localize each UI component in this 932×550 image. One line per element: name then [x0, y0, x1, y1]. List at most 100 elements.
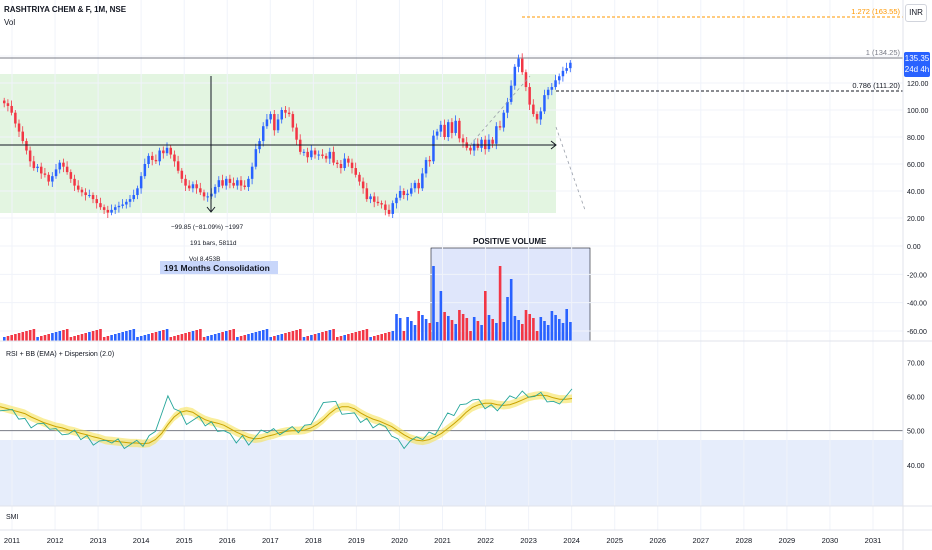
volume-bar	[40, 336, 43, 341]
candle-body	[269, 114, 272, 120]
candle-body	[243, 185, 246, 187]
candle-body	[476, 143, 480, 148]
candle-body	[487, 139, 491, 150]
volume-bar	[487, 315, 491, 341]
candle-body	[188, 185, 191, 189]
volume-bar	[287, 332, 291, 341]
fib-level-label: 0.786 (111.20)	[852, 81, 900, 90]
volume-bar	[176, 335, 180, 341]
volume-bar	[543, 321, 546, 341]
symbol-title[interactable]: RASHTRIYA CHEM & F, 1M, NSE	[4, 5, 127, 14]
volume-legend[interactable]: Vol	[4, 18, 16, 27]
volume-bar	[336, 337, 339, 341]
candle-body	[332, 151, 335, 163]
candle-body	[565, 68, 568, 71]
rsi-title[interactable]: RSI + BB (EMA) + Dispersion (2.0)	[6, 351, 114, 358]
candle-body	[299, 139, 302, 152]
smi-title[interactable]: SMI	[6, 514, 19, 521]
measure-vol-text: Vol 8.453B	[189, 256, 220, 263]
candles	[3, 53, 572, 218]
volume-bar	[273, 336, 276, 341]
rsi-indicator	[0, 388, 573, 450]
rsi-line	[0, 388, 573, 450]
candle-body	[136, 188, 139, 196]
volume-bar	[532, 318, 535, 341]
volume-bar	[232, 329, 235, 341]
volume-bar	[250, 333, 254, 341]
volume-bar	[276, 335, 280, 341]
volume-bar	[491, 319, 494, 341]
volume-bar	[247, 334, 250, 341]
candle-body	[158, 150, 161, 162]
candle-body	[28, 150, 32, 162]
candle-body	[106, 209, 110, 213]
volume-bar	[254, 332, 258, 341]
rsi-tick-label: 70.00	[907, 360, 925, 367]
volume-bar	[502, 322, 506, 341]
volume-bar	[535, 331, 539, 341]
time-tick-label: 2020	[391, 536, 408, 545]
volume-bar	[443, 312, 446, 341]
volume-bar	[62, 330, 65, 341]
volume-bar	[554, 315, 557, 341]
candle-body	[54, 169, 58, 177]
candle-body	[280, 110, 283, 120]
candle-body	[472, 143, 476, 151]
fib-level-label: 1 (134.25)	[866, 48, 901, 57]
candle-body	[354, 168, 357, 175]
volume-bar	[539, 317, 543, 341]
time-tick-label: 2017	[262, 536, 279, 545]
fibonacci-levels: 1.272 (163.55) 1 (134.25) 0.786 (111.20)	[0, 7, 903, 92]
candle-body	[413, 182, 417, 189]
time-tick-label: 2024	[563, 536, 580, 545]
candle-body	[447, 122, 450, 137]
consolidation-label: 191 Months Consolidation	[164, 263, 270, 273]
volume-bar	[125, 331, 128, 341]
candle-body	[250, 166, 254, 179]
rsi-tick-label: 60.00	[907, 394, 925, 401]
candle-body	[343, 158, 346, 169]
volume-bar	[221, 332, 224, 341]
volume-bar	[376, 335, 380, 341]
time-tick-label: 2023	[520, 536, 537, 545]
time-tick-label: 2031	[865, 536, 882, 545]
volume-bar	[206, 336, 210, 341]
volume-bar	[14, 334, 17, 341]
currency-button[interactable]: INR	[905, 4, 927, 22]
volume-bar	[95, 330, 99, 341]
candle-body	[554, 80, 557, 88]
candle-body	[43, 173, 47, 175]
candle-body	[450, 122, 454, 133]
projection-line	[555, 126, 586, 211]
volume-bar	[469, 331, 472, 341]
volume-bar	[6, 336, 10, 341]
volume-bar	[139, 336, 143, 341]
candle-body	[302, 151, 306, 153]
candle-body	[528, 87, 531, 105]
candle-body	[195, 184, 198, 189]
candle-body	[317, 154, 320, 156]
candle-body	[276, 119, 280, 131]
candle-body	[406, 193, 409, 196]
volume-bar	[361, 330, 365, 341]
candle-body	[454, 120, 457, 133]
volume-bar	[384, 333, 387, 341]
candle-body	[535, 114, 539, 120]
price-tick-label: 100.00	[907, 108, 929, 115]
volume-bar	[269, 337, 272, 341]
candle-body	[80, 189, 84, 193]
volume-bar	[402, 331, 406, 341]
candle-body	[373, 196, 376, 202]
volume-bar	[173, 336, 176, 341]
candle-body	[62, 162, 65, 167]
volume-bar	[528, 314, 531, 341]
measure-tool	[0, 75, 586, 213]
candle-body	[176, 161, 180, 171]
volume-bar	[217, 333, 221, 341]
candle-body	[21, 131, 24, 142]
time-tick-label: 2013	[90, 536, 107, 545]
volume-bar	[561, 323, 565, 341]
price-tick-label: -40.00	[907, 301, 927, 308]
volume-bar	[239, 336, 243, 341]
